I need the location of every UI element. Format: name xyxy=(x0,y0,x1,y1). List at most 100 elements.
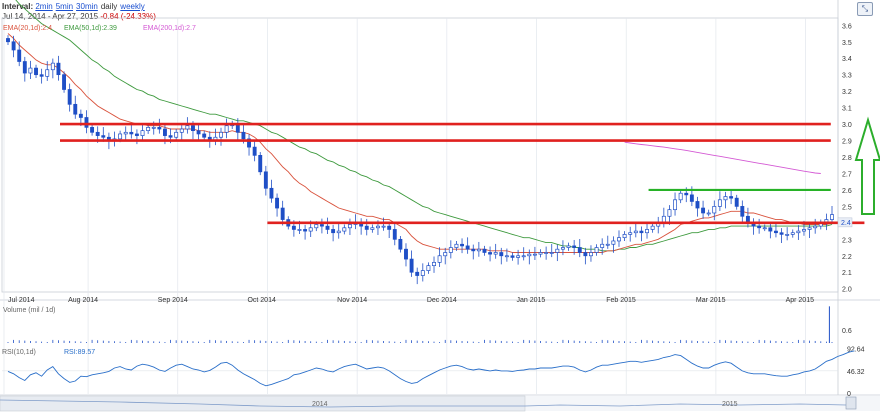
interval-1[interactable]: 5min xyxy=(55,2,74,11)
price-tick-16: 2.0 xyxy=(842,287,852,294)
price-tick-1: 3.5 xyxy=(842,40,852,47)
candle-body-113 xyxy=(639,230,644,234)
candle-body-58 xyxy=(331,229,336,234)
price-tick-9: 2.7 xyxy=(842,171,852,178)
candle-body-51 xyxy=(291,225,296,230)
price-tick-8: 2.8 xyxy=(842,155,852,162)
candle-body-127 xyxy=(717,199,722,207)
candle-body-28 xyxy=(163,128,167,136)
ema-legend-1: EMA(50,1d):2.39 xyxy=(64,25,117,32)
ema50-line xyxy=(15,0,833,252)
last-price-box xyxy=(837,217,853,228)
candle-body-24 xyxy=(140,130,145,136)
candle-body-60 xyxy=(342,227,347,232)
candle-body-120 xyxy=(678,192,683,201)
price-tick-7: 2.9 xyxy=(842,139,852,146)
candle-body-49 xyxy=(280,207,285,220)
candle-body-108 xyxy=(611,240,616,245)
interval-bar: Interval: 2min 5min 30min daily weekly xyxy=(2,2,148,11)
candle-body-44 xyxy=(252,146,257,156)
candle-body-11 xyxy=(67,89,72,105)
navigator-line xyxy=(0,399,847,408)
candle-body-139 xyxy=(785,234,790,236)
candle-body-55 xyxy=(314,224,319,229)
rsi-tick-2: 0 xyxy=(847,391,851,398)
candle-body-93 xyxy=(527,253,532,257)
candle-body-22 xyxy=(129,131,134,135)
candle-body-45 xyxy=(258,155,263,173)
candle-body-102 xyxy=(577,247,582,253)
interval-4[interactable]: weekly xyxy=(120,2,145,11)
candle-body-121 xyxy=(684,192,689,196)
candle-body-98 xyxy=(555,248,560,253)
rsi-line xyxy=(7,350,855,387)
candle-body-14 xyxy=(84,117,89,128)
candle-body-12 xyxy=(73,103,78,115)
candle-body-9 xyxy=(56,62,61,76)
candle-body-96 xyxy=(544,252,549,254)
candle-body-123 xyxy=(695,201,700,209)
candle-body-85 xyxy=(482,248,487,253)
candle-body-5 xyxy=(34,67,38,76)
ema20-line xyxy=(7,33,833,253)
candle-body-115 xyxy=(650,225,655,230)
price-tick-5: 3.1 xyxy=(842,106,852,113)
candle-body-97 xyxy=(549,252,554,254)
candle-body-144 xyxy=(813,225,818,229)
ema-legend-2: EMA(200,1d):2.7 xyxy=(143,25,196,32)
navigator-label-1: 2015 xyxy=(722,401,738,408)
rsi-title: RSI(10,1d) xyxy=(2,349,36,356)
month-label-0: Jul 2014 xyxy=(8,297,35,304)
candle-body-126 xyxy=(712,206,717,214)
candle-body-1 xyxy=(11,41,16,51)
candle-body-138 xyxy=(779,232,784,235)
candle-body-84 xyxy=(476,248,481,252)
candle-body-75 xyxy=(426,265,431,271)
candle-body-69 xyxy=(392,229,397,240)
price-tick-0: 3.6 xyxy=(842,23,852,30)
candle-body-111 xyxy=(628,232,633,235)
expand-icon[interactable]: ⤡ xyxy=(857,2,873,16)
candle-body-101 xyxy=(572,245,577,248)
candle-body-56 xyxy=(319,224,324,227)
candle-body-29 xyxy=(168,135,173,138)
interval-2[interactable]: 30min xyxy=(76,2,98,11)
month-label-6: Jan 2015 xyxy=(517,297,546,304)
candle-body-91 xyxy=(516,255,521,258)
candle-body-86 xyxy=(488,252,493,255)
price-tick-11: 2.5 xyxy=(842,204,852,211)
candle-body-74 xyxy=(420,270,425,276)
month-label-2: Sep 2014 xyxy=(158,297,188,304)
candle-body-20 xyxy=(118,133,123,140)
rsi-tick-1: 46.32 xyxy=(847,369,865,376)
candle-body-104 xyxy=(589,252,593,257)
candle-body-105 xyxy=(594,247,599,253)
candle-body-77 xyxy=(437,255,442,263)
price-change: -0.84 (-24.33%) xyxy=(100,12,156,21)
candle-body-70 xyxy=(398,238,403,250)
candle-body-130 xyxy=(734,197,739,207)
candle-body-10 xyxy=(62,74,67,90)
candle-body-82 xyxy=(465,245,470,250)
price-tick-3: 3.3 xyxy=(842,73,852,80)
candle-body-73 xyxy=(415,271,420,276)
candle-body-81 xyxy=(460,243,464,247)
candle-body-94 xyxy=(532,253,537,256)
candle-body-87 xyxy=(493,252,498,255)
range-info: Jul 14, 2014 - Apr 27, 2015 -0.84 (-24.3… xyxy=(2,12,156,21)
candle-body-67 xyxy=(381,225,386,228)
price-tick-14: 2.2 xyxy=(842,254,852,261)
candle-body-92 xyxy=(521,255,526,258)
candle-body-79 xyxy=(448,247,453,253)
candle-body-16 xyxy=(95,131,100,136)
interval-0[interactable]: 2min xyxy=(35,2,53,11)
candle-body-47 xyxy=(269,187,274,199)
candle-body-38 xyxy=(219,131,223,138)
candle-body-46 xyxy=(263,171,268,189)
candle-body-106 xyxy=(600,243,605,248)
candle-body-35 xyxy=(202,133,207,138)
candle-body-128 xyxy=(723,196,728,201)
candle-body-90 xyxy=(510,255,515,258)
